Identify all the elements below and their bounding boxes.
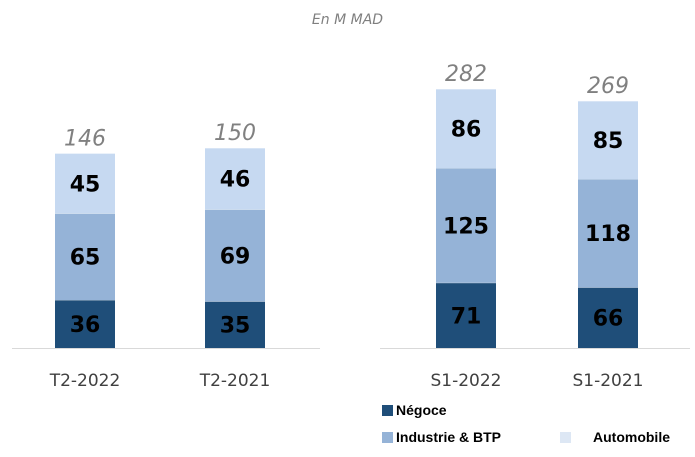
data-label: 69 [220,244,251,269]
data-label: 35 [220,314,251,339]
bar-segment-negoce [578,287,638,348]
bar-segment-automobile [55,153,115,214]
bar-segment-negoce [205,301,265,348]
bar-segment-automobile [205,148,265,210]
data-label: 85 [593,129,624,154]
bar-segment-industrie [205,209,265,302]
legend-label-industrie: Industrie & BTP [396,429,502,445]
total-label: 150 [214,121,256,146]
bar-segment-negoce [436,282,496,348]
x-tick-label: T2-2021 [199,371,271,391]
x-tick-label: S1-2022 [430,371,501,391]
legend-swatch-automobile [560,431,571,443]
legend-label-negoce: Négoce [396,402,447,418]
data-label: 45 [70,172,101,197]
data-label: 66 [593,307,624,332]
data-label: 46 [220,168,251,193]
data-label: 71 [451,304,482,329]
x-tick-label: T2-2022 [49,371,121,391]
bar-segment-industrie [578,179,638,288]
legend-label-automobile: Automobile [593,429,670,445]
bar-segment-automobile [436,89,496,168]
legend-item-automobile: Automobile [560,429,670,445]
data-label: 36 [70,313,101,338]
data-label: 125 [443,214,489,239]
data-label: 86 [451,117,482,142]
total-label: 269 [587,74,629,99]
data-label: 65 [70,246,101,271]
chart-subtitle: En M MAD [311,12,384,28]
data-label: 118 [585,222,631,247]
bar-segment-automobile [578,100,638,180]
legend-item-negoce: Négoce [382,402,447,418]
bar-segment-negoce [55,300,115,348]
total-label: 146 [64,126,106,151]
bar-segment-industrie [55,213,115,300]
bar-segment-industrie [436,167,496,283]
legend-swatch-negoce [382,404,393,416]
x-tick-label: S1-2021 [572,371,643,391]
legend-swatch-industrie [382,431,393,443]
legend-item-industrie: Industrie & BTP [382,429,501,445]
total-label: 282 [445,62,487,87]
